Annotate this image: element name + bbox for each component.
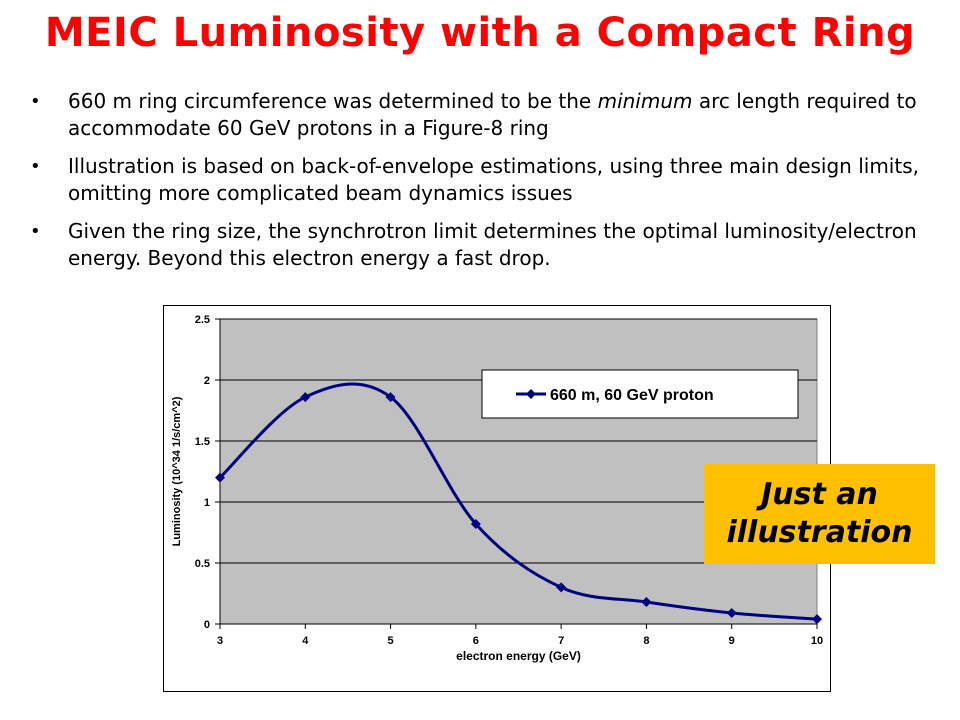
y-tick-label: 0.5 [195, 558, 210, 570]
bullet-marker: • [30, 221, 41, 242]
bullet-text-continued: arc length required to accommodate 60 Ge… [68, 89, 917, 140]
y-tick-label: 2 [204, 375, 210, 387]
x-tick-label: 3 [217, 635, 223, 647]
y-axis-label: Luminosity (10^34 1/s/cm^2) [171, 396, 183, 546]
badge-line-1: Just an [761, 477, 878, 512]
data-point-marker [641, 597, 652, 608]
x-tick-label: 7 [558, 635, 564, 647]
bullet-text: 660 m ring circumference was determined … [68, 89, 598, 113]
y-tick-label: 2.5 [195, 314, 210, 326]
x-tick-label: 10 [811, 635, 823, 647]
x-tick-label: 8 [643, 635, 649, 647]
data-point-marker [812, 614, 822, 625]
bullet-list: • 660 m ring circumference was determine… [30, 88, 950, 283]
y-tick-label: 1 [204, 497, 210, 509]
bullet-marker: • [30, 156, 41, 177]
legend-marker [526, 389, 536, 399]
slide-title: MEIC Luminosity with a Compact Ring [44, 10, 916, 56]
bullet-text: Given the ring size, the synchrotron lim… [68, 219, 917, 270]
data-point-marker [215, 472, 225, 483]
bullet-text: Illustration is based on back-of-envelop… [68, 154, 919, 205]
data-point-marker [556, 582, 567, 593]
data-point-marker [726, 608, 737, 619]
bullet-item: • Given the ring size, the synchrotron l… [30, 218, 950, 272]
y-tick-label: 1.5 [195, 436, 210, 448]
bullet-item: • Illustration is based on back-of-envel… [30, 153, 950, 207]
bullet-marker: • [30, 91, 41, 112]
illustration-badge: Just an illustration [704, 464, 935, 564]
data-point-marker [470, 518, 481, 529]
data-point-marker [300, 392, 311, 403]
legend-label: 660 m, 60 GeV proton [550, 387, 714, 404]
x-tick-label: 6 [473, 635, 479, 647]
series-line [218, 382, 818, 621]
bullet-item: • 660 m ring circumference was determine… [30, 88, 950, 142]
x-tick-label: 5 [388, 635, 394, 647]
x-axis-label: electron energy (GeV) [456, 649, 581, 663]
y-tick-label: 0 [204, 619, 210, 631]
bullet-emphasis: minimum [597, 89, 693, 113]
data-point-marker [385, 392, 396, 403]
badge-line-2: illustration [726, 515, 913, 550]
x-tick-label: 4 [302, 635, 309, 647]
x-tick-label: 9 [729, 635, 735, 647]
